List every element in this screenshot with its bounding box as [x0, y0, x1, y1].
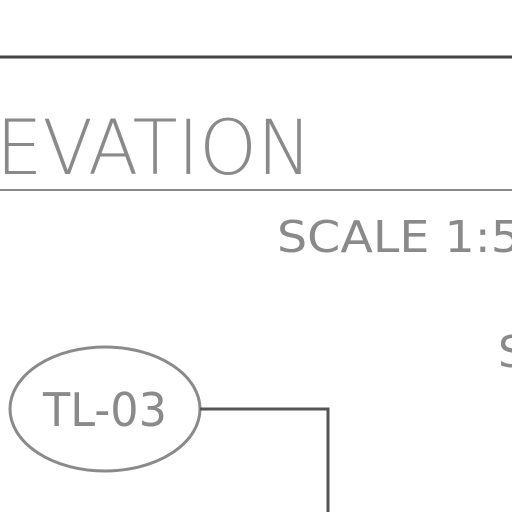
side-note: S: [498, 327, 512, 378]
scale-note: SCALE 1:5: [277, 212, 512, 263]
view-title: EVATION: [0, 103, 312, 192]
leader-line: [200, 407, 330, 512]
tag-label: TL-03: [42, 383, 167, 437]
